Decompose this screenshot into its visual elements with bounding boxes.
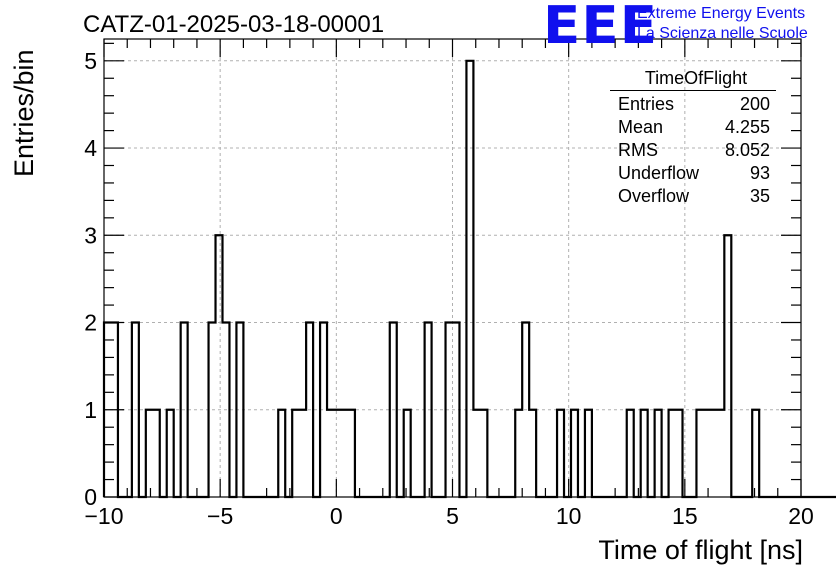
y-tick-label: 1	[84, 397, 97, 423]
logo-line-2: La Scienza nelle Scuole	[637, 25, 808, 42]
y-tick-label: 5	[84, 48, 97, 74]
stats-label: Entries	[618, 94, 675, 114]
histogram-bin	[703, 410, 710, 497]
stats-row-overflow: Overflow 35	[610, 185, 776, 208]
x-tick-label: −10	[84, 503, 123, 529]
stats-box-title: TimeOfFlight	[610, 68, 776, 91]
stats-value: 35	[749, 186, 770, 206]
x-tick-label: 0	[330, 503, 343, 529]
y-tick-label: 2	[84, 310, 97, 336]
y-tick-labels: 0 1 2 3 4 5	[84, 48, 97, 510]
y-tick-label: 3	[84, 222, 97, 248]
histogram-bin	[717, 410, 724, 497]
stats-label: RMS	[618, 140, 658, 160]
stats-label: Overflow	[618, 186, 690, 206]
stats-row-rms: RMS 8.052	[610, 139, 776, 162]
x-tick-label: −5	[207, 503, 233, 529]
histogram-bin	[710, 410, 717, 497]
stats-box: TimeOfFlight Entries 200 Mean 4.255 RMS …	[610, 68, 776, 208]
histogram-bin	[327, 410, 334, 497]
stats-value: 93	[749, 163, 770, 183]
x-tick-label: 10	[556, 503, 582, 529]
stats-row-underflow: Underflow 93	[610, 162, 776, 185]
eee-logo: EEE	[543, 0, 659, 56]
stats-label: Mean	[618, 117, 664, 137]
histogram-bin	[473, 410, 480, 497]
stats-value: 200	[739, 94, 770, 114]
stats-row-entries: Entries 200	[610, 93, 776, 116]
stats-value: 8.052	[724, 140, 770, 160]
histogram-bin	[341, 410, 348, 497]
logo-line-1: Extreme Energy Events	[637, 5, 806, 22]
x-tick-label: 20	[788, 503, 814, 529]
axis-ticks	[103, 39, 802, 498]
y-tick-label: 4	[84, 135, 97, 161]
histogram-bin	[299, 410, 306, 497]
stats-row-mean: Mean 4.255	[610, 116, 776, 139]
y-tick-label: 0	[84, 484, 97, 510]
x-tick-label: 5	[446, 503, 459, 529]
x-tick-labels: −10 −5 0 5 10 15 20	[84, 503, 813, 529]
histogram-bin	[334, 410, 341, 497]
stats-label: Underflow	[618, 163, 700, 183]
x-axis-title: Time of flight [ns]	[598, 535, 803, 565]
x-tick-label: 15	[672, 503, 698, 529]
stats-value: 4.255	[724, 117, 770, 137]
y-axis-title: Entries/bin	[9, 49, 39, 177]
plot-title: CATZ-01-2025-03-18-00001	[83, 11, 385, 38]
